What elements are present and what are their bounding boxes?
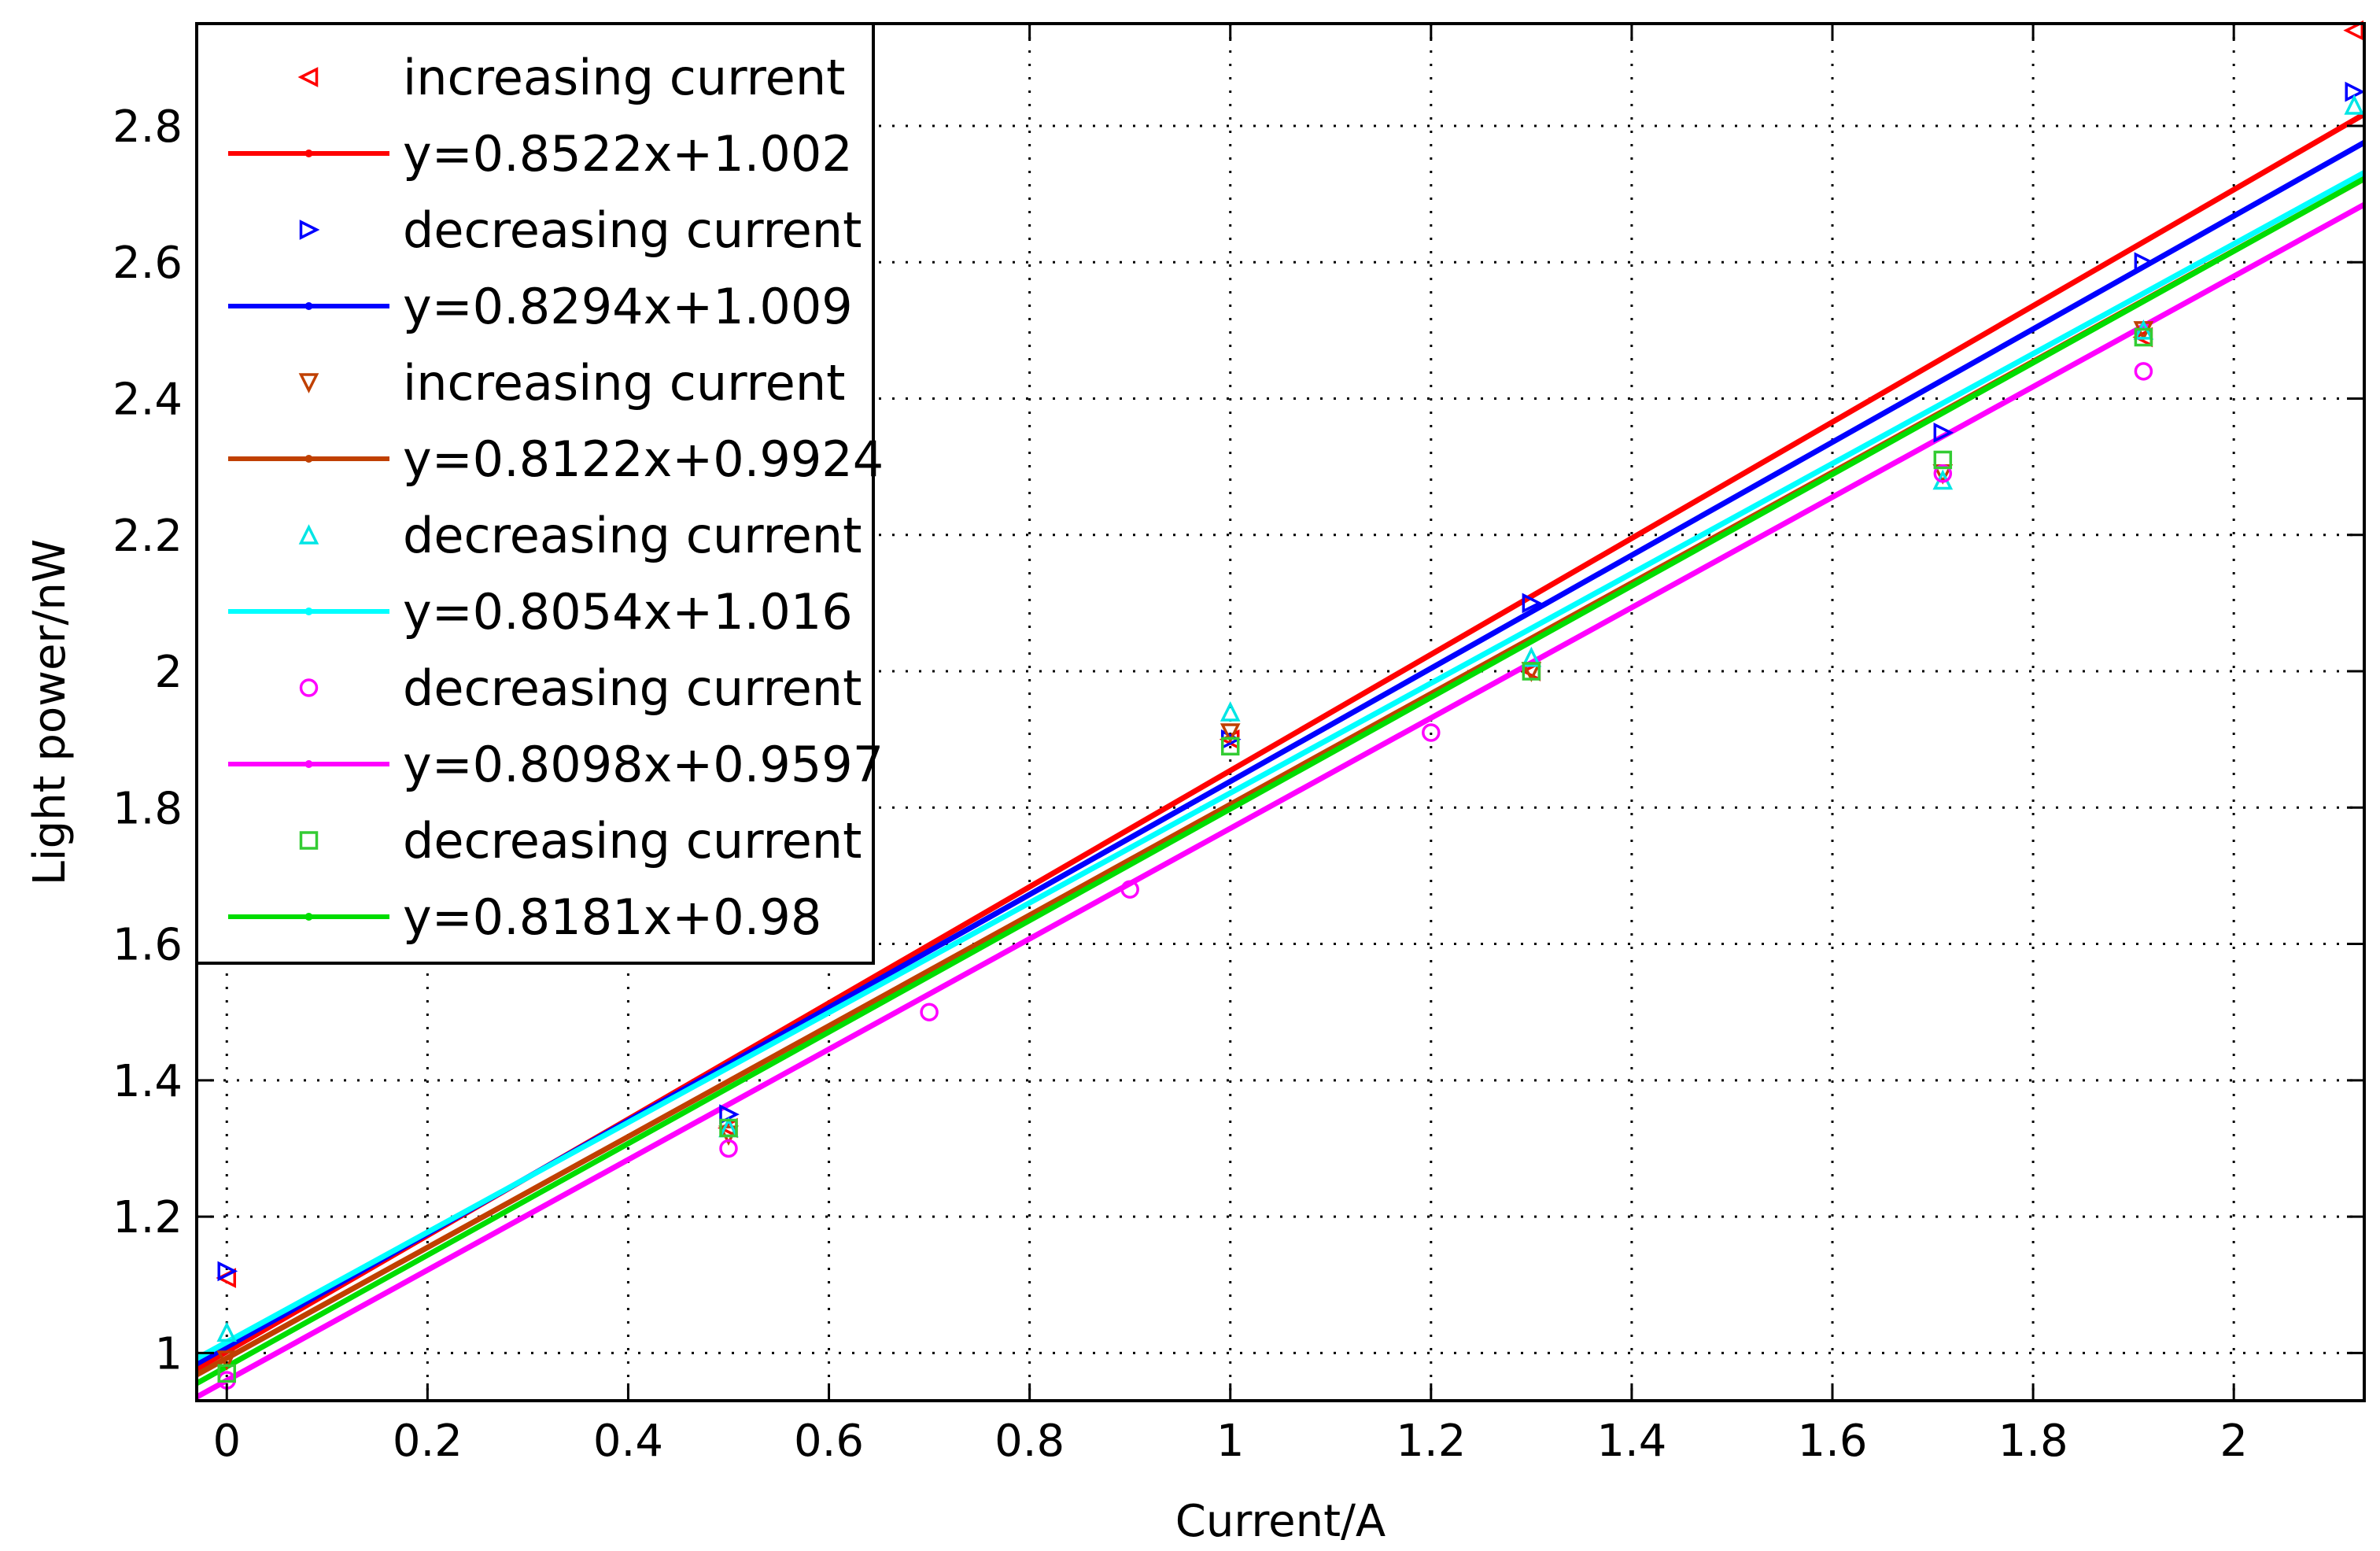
data-point [1933,422,1954,443]
data-point [1220,701,1241,722]
x-tick-label: 1.4 [1596,1416,1666,1467]
data-point [1933,464,1953,483]
fit-line [195,175,2366,1387]
y-axis-label: Light power/nW [24,539,76,885]
data-point [217,1364,237,1383]
legend-label: y=0.8522x+1.002 [403,125,853,183]
x-tick-label: 0.6 [794,1416,864,1467]
legend-line-dot [304,302,313,310]
y-tick-label: 1.6 [113,920,183,971]
y-tick-label: 2.4 [113,374,183,425]
data-point [1220,737,1240,756]
data-point [216,1350,238,1371]
legend-line-dot [304,455,313,463]
x-tick-label: 2 [2219,1416,2248,1467]
x-tick-label: 1 [1216,1416,1245,1467]
y-tick-label: 1 [154,1328,183,1379]
legend-box [195,22,875,965]
data-point [920,1003,939,1021]
legend-marker-sample [298,373,319,393]
y-tick-label: 2 [154,647,183,698]
legend-label: decreasing current [403,659,862,717]
legend-label: y=0.8122x+0.9924 [403,430,884,488]
legend-marker-sample [298,524,319,545]
x-tick-label: 0.2 [393,1416,463,1467]
x-axis-label: Current/A [1175,1496,1386,1547]
y-tick-label: 2.6 [113,238,183,289]
legend-label: y=0.8054x+1.016 [403,583,853,641]
x-tick-label: 1.2 [1396,1416,1466,1467]
legend-line-dot [304,607,313,615]
legend-label: decreasing current [403,507,862,564]
y-tick-label: 2.2 [113,511,183,562]
data-point [1422,723,1441,742]
legend: increasing current y=0.8522x+1.002 decreas… [195,22,884,965]
x-tick-label: 1.8 [1998,1416,2068,1467]
legend-label: increasing current [403,49,845,106]
legend-line-dot [304,913,313,921]
legend-label: y=0.8181x+0.98 [403,888,821,946]
data-point [719,1139,738,1158]
legend-label: decreasing current [403,812,862,870]
data-point [2134,252,2155,273]
data-point [2134,362,2153,381]
x-tick-label: 1.6 [1797,1416,1867,1467]
data-point [1521,646,1542,667]
legend-marker-sample [299,831,319,850]
data-point [217,1261,238,1282]
legend-label: decreasing current [403,201,862,259]
data-point [2344,94,2365,115]
data-point [1220,723,1241,744]
x-tick-label: 0.8 [994,1416,1065,1467]
x-tick-label: 0 [212,1416,241,1467]
data-point [216,1321,238,1342]
y-tick-label: 1.4 [113,1056,183,1107]
data-point [1522,593,1543,614]
legend-line-dot [304,150,313,157]
y-tick-label: 1.8 [113,783,183,834]
data-point [1522,662,1541,681]
fit-lines [195,112,2366,1400]
legend-marker-sample [299,678,319,697]
y-tick-label: 2.8 [113,102,183,153]
x-tick-label: 0.4 [593,1416,663,1467]
fit-line [195,201,2366,1400]
legend-marker-sample [297,67,319,87]
legend-line-dot [304,760,313,768]
data-point [2134,327,2153,347]
data-point [719,1118,738,1138]
data-point [2343,20,2363,41]
tick-labels: 0 0.2 0.4 0.6 0.8 1 1.2 1.4 1.6 1.8 2 1 1.2 1.4 1.6 1.8… [113,102,2248,1467]
data-point [1120,880,1139,899]
legend-label: increasing current [403,354,845,412]
legend-label: y=0.8294x+1.009 [403,278,853,335]
legend-label: y=0.8098x+0.9597 [403,736,884,793]
fit-line [195,170,2366,1361]
legend-marker-sample [299,220,320,240]
data-markers [216,20,2366,1390]
y-tick-label: 1.2 [113,1192,183,1243]
data-point [1933,450,1953,470]
